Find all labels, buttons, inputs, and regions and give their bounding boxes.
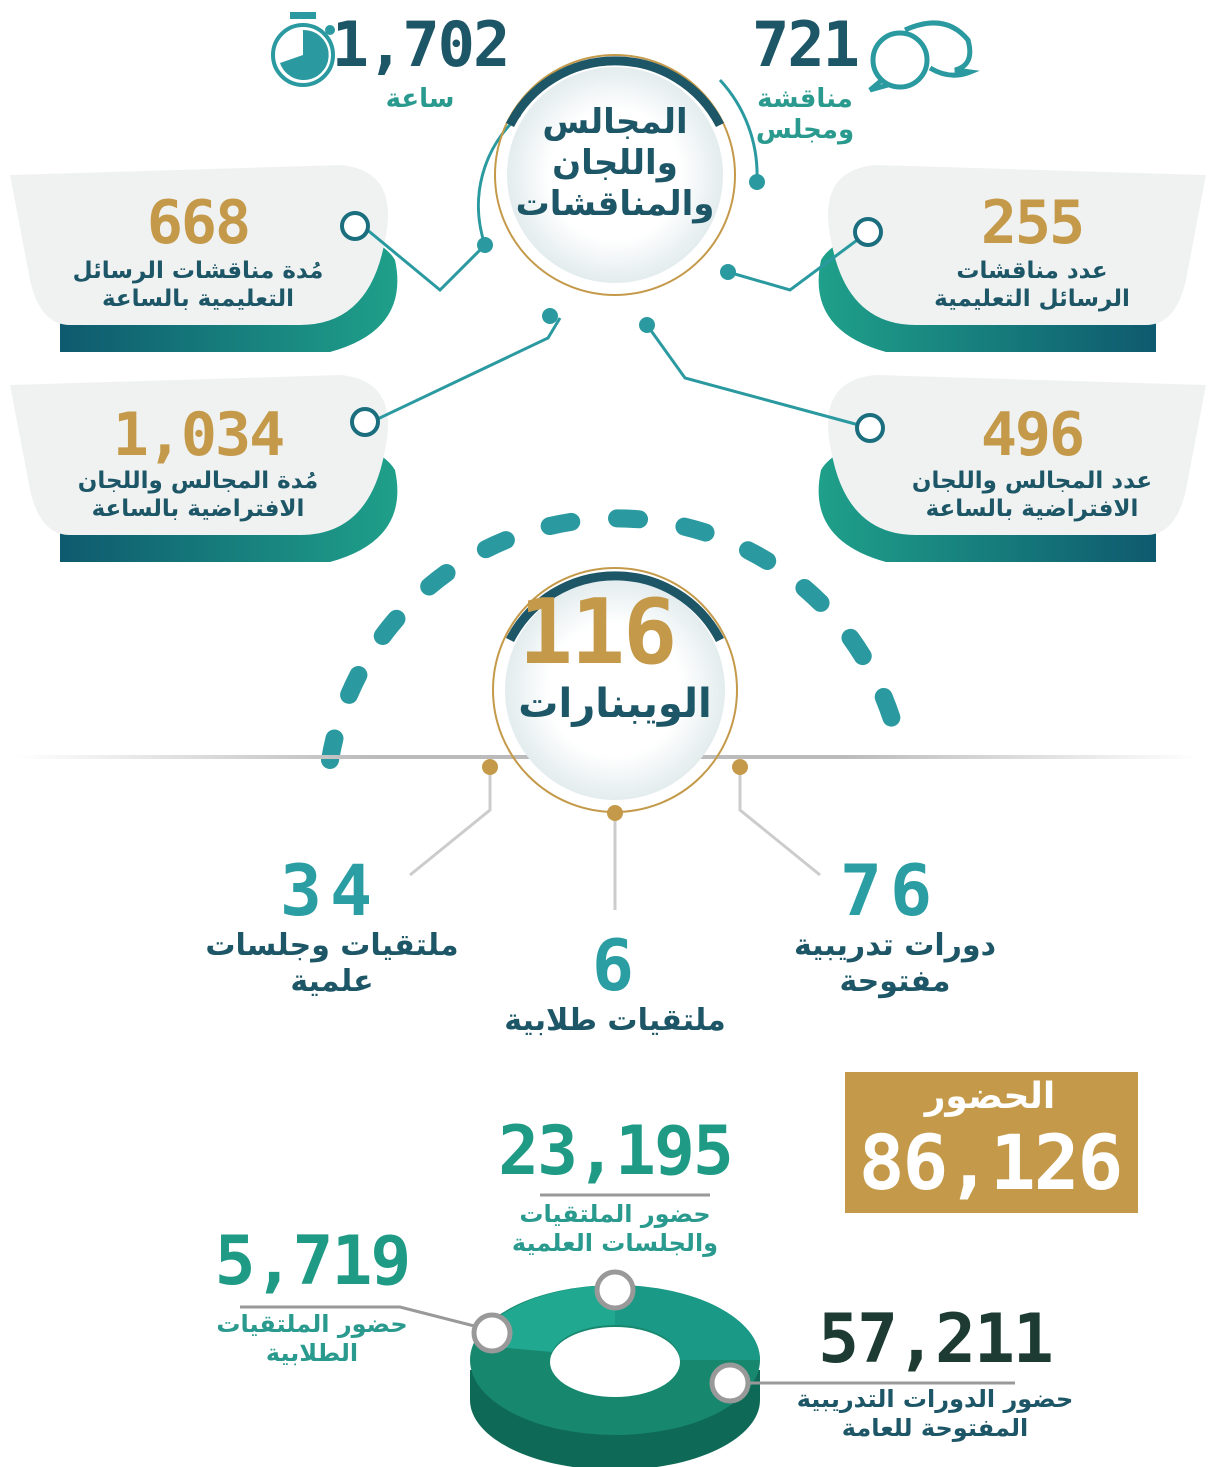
connector-dots — [477, 174, 765, 333]
webinars-title: الويبنارات — [518, 681, 712, 727]
circle — [505, 580, 725, 800]
webinar-lines — [409, 767, 821, 910]
webinars-total: 116 — [518, 580, 678, 685]
stat-label: مُدة المجالس واللجان الافتراضية بالساعة — [77, 468, 319, 522]
stat-value: 1,702 — [331, 8, 511, 81]
stat-label: مناقشة ومجلس — [755, 84, 855, 146]
chat-icon — [868, 20, 980, 93]
card-right-1 — [818, 165, 1206, 352]
item-label: ملتقيات وجلسات علمية — [205, 928, 459, 999]
underline — [240, 1305, 491, 1332]
stat-value: 255 — [980, 188, 1085, 258]
arc — [505, 571, 725, 643]
connectors — [364, 78, 871, 430]
card-left-2 — [10, 375, 398, 562]
card-left-1 — [10, 165, 398, 352]
item-value: 34 — [279, 850, 381, 932]
donut — [470, 1285, 760, 1467]
item-value: 76 — [839, 850, 941, 932]
item-label: حضور الدورات التدريبية المفتوحة للعامة — [796, 1385, 1074, 1442]
councils-title: المجالس واللجان والمناقشات — [515, 102, 715, 224]
stat-value: 721 — [752, 8, 860, 81]
item-value: 6 — [591, 925, 634, 1007]
card-dots — [340, 211, 885, 443]
attendance-title: الحضور — [924, 1076, 1056, 1117]
stat-value: 668 — [146, 188, 251, 258]
attendance-total: 86,126 — [858, 1118, 1124, 1207]
donut-dots — [471, 1269, 751, 1404]
stat-label: عدد مناقشات الرسائل التعليمية — [934, 258, 1130, 312]
stat-value: 496 — [980, 400, 1085, 470]
stat-value: 1,034 — [112, 400, 286, 470]
item-label: ملتقيات طلابية — [504, 1003, 726, 1038]
item-value: 5,719 — [214, 1222, 412, 1301]
circle — [507, 67, 723, 283]
item-value: 57,211 — [818, 1300, 1054, 1379]
timer-icon — [271, 12, 335, 87]
stat-label: عدد المجالس واللجان الافتراضية بالساعة — [911, 468, 1153, 522]
item-value: 23,195 — [498, 1112, 734, 1191]
attendance-box — [845, 1072, 1138, 1213]
item-label: دورات تدريبية مفتوحة — [793, 928, 996, 999]
stat-label: ساعة — [385, 84, 455, 114]
webinar-dots — [482, 759, 748, 821]
dashed-arc — [321, 509, 909, 769]
ring — [494, 54, 736, 296]
stat-label: مُدة مناقشات الرسائل التعليمية بالساعة — [72, 258, 324, 312]
item-label: حضور الملتقيات والجلسات العلمية — [511, 1200, 719, 1257]
card-right-2 — [818, 375, 1206, 562]
arc — [505, 56, 725, 128]
item-label: حضور الملتقيات الطلابية — [216, 1310, 408, 1367]
